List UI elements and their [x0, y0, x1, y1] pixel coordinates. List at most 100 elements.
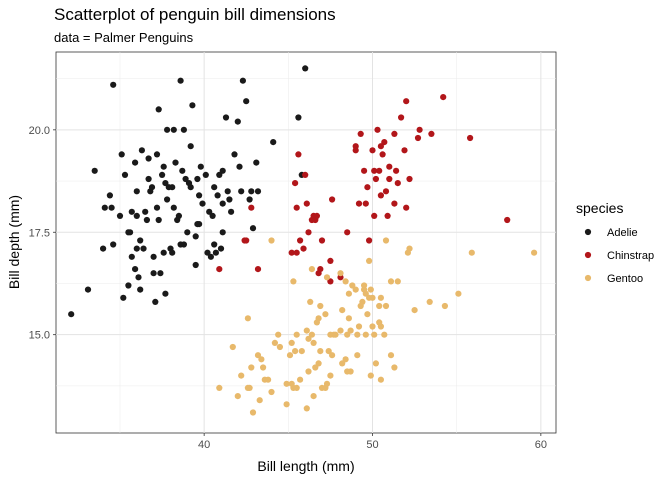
point-chinstrap — [391, 130, 398, 137]
point-gentoo — [283, 401, 290, 408]
point-adelie — [172, 159, 179, 166]
point-gentoo — [317, 302, 324, 310]
point-gentoo — [387, 278, 395, 285]
point-adelie — [196, 221, 203, 228]
point-chinstrap — [374, 126, 381, 133]
point-chinstrap — [344, 229, 351, 236]
point-adelie — [302, 65, 309, 72]
point-adelie — [91, 167, 98, 174]
point-chinstrap — [361, 167, 368, 174]
point-gentoo — [234, 393, 241, 400]
point-adelie — [110, 241, 117, 248]
point-adelie — [110, 81, 117, 88]
legend-label-adelie: Adelie — [607, 227, 638, 239]
point-adelie — [132, 266, 139, 273]
point-gentoo — [271, 339, 278, 346]
point-chinstrap — [302, 171, 309, 178]
point-adelie — [116, 212, 124, 219]
point-chinstrap — [297, 237, 304, 244]
point-gentoo — [347, 368, 354, 375]
point-chinstrap — [381, 139, 388, 146]
point-chinstrap — [317, 266, 324, 273]
point-adelie — [189, 102, 196, 109]
point-adelie — [155, 106, 162, 113]
point-adelie — [196, 192, 203, 199]
legend-label-gentoo: Gentoo — [607, 273, 643, 285]
point-chinstrap — [364, 184, 371, 191]
point-gentoo — [382, 237, 390, 244]
point-gentoo — [268, 388, 275, 396]
point-chinstrap — [406, 175, 413, 183]
point-chinstrap — [403, 98, 410, 105]
point-chinstrap — [403, 204, 410, 211]
point-adelie — [248, 188, 255, 195]
y-tick-label: 20.0 — [29, 125, 50, 137]
point-chinstrap — [362, 200, 369, 207]
point-gentoo — [317, 348, 324, 355]
point-adelie — [236, 163, 243, 170]
point-gentoo — [339, 307, 346, 314]
point-adelie — [148, 184, 156, 191]
point-chinstrap — [357, 130, 364, 137]
point-gentoo — [349, 282, 356, 289]
point-chinstrap — [366, 237, 373, 244]
point-gentoo — [315, 315, 322, 322]
point-adelie — [192, 233, 199, 240]
point-adelie — [222, 114, 230, 121]
x-tick-label: 40 — [198, 439, 210, 451]
point-adelie — [125, 282, 132, 289]
point-gentoo — [254, 352, 262, 359]
point-gentoo — [246, 384, 253, 391]
y-axis-title: Bill depth (mm) — [6, 195, 22, 289]
point-gentoo — [531, 249, 538, 256]
point-chinstrap — [288, 249, 295, 256]
point-gentoo — [382, 302, 390, 310]
point-gentoo — [290, 278, 297, 285]
point-adelie — [217, 245, 225, 252]
point-adelie — [197, 163, 204, 170]
point-chinstrap — [393, 167, 400, 174]
point-gentoo — [354, 352, 361, 359]
point-gentoo — [367, 286, 374, 293]
point-adelie — [253, 159, 260, 166]
point-gentoo — [468, 249, 475, 256]
point-adelie — [202, 171, 209, 178]
point-chinstrap — [386, 163, 393, 170]
point-gentoo — [293, 384, 300, 391]
point-chinstrap — [401, 147, 408, 154]
point-adelie — [84, 286, 92, 293]
point-chinstrap — [391, 200, 398, 207]
point-gentoo — [376, 302, 383, 310]
point-adelie — [214, 192, 221, 199]
x-tick-label: 60 — [535, 439, 547, 451]
point-chinstrap — [313, 212, 320, 219]
point-chinstrap — [248, 204, 255, 211]
point-gentoo — [391, 364, 398, 371]
point-chinstrap — [318, 237, 326, 244]
point-chinstrap — [416, 126, 423, 133]
point-chinstrap — [293, 204, 300, 211]
point-adelie — [145, 155, 152, 162]
point-adelie — [133, 188, 140, 195]
point-gentoo — [275, 331, 282, 338]
x-axis-title: Bill length (mm) — [257, 458, 354, 474]
point-gentoo — [345, 290, 352, 297]
point-adelie — [187, 143, 194, 150]
point-adelie — [224, 188, 231, 195]
point-adelie — [143, 216, 150, 224]
point-adelie — [212, 249, 219, 256]
point-adelie — [169, 249, 176, 256]
point-gentoo — [337, 270, 344, 277]
point-adelie — [192, 261, 199, 269]
point-adelie — [270, 139, 277, 146]
point-gentoo — [293, 331, 300, 338]
point-chinstrap — [254, 266, 262, 273]
point-gentoo — [411, 307, 418, 314]
point-chinstrap — [243, 237, 250, 244]
point-gentoo — [216, 384, 223, 391]
point-gentoo — [372, 360, 379, 367]
x-axis-ticks: 40 50 60 — [198, 433, 547, 451]
point-adelie — [182, 175, 189, 183]
point-adelie — [216, 171, 223, 178]
